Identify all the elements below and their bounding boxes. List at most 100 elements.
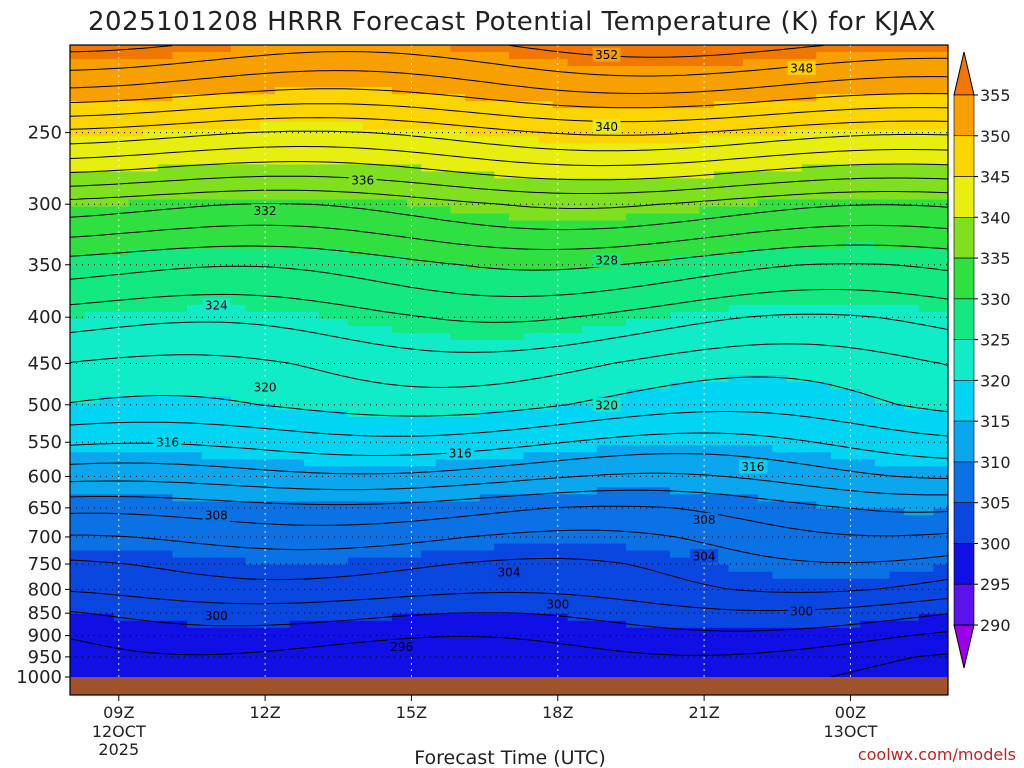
field-cell <box>187 487 203 496</box>
field-cell <box>435 262 452 271</box>
field-cell <box>933 564 948 573</box>
field-cell <box>245 361 261 369</box>
field-cell <box>772 73 788 81</box>
field-cell <box>699 283 715 292</box>
field-cell <box>655 290 671 299</box>
field-cell <box>201 80 217 88</box>
field-cell <box>421 424 437 432</box>
field-cell <box>728 150 744 158</box>
field-cell <box>757 171 773 180</box>
field-cell <box>904 325 920 334</box>
field-cell <box>84 389 100 397</box>
field-cell <box>406 185 422 194</box>
field-cell <box>904 87 920 95</box>
field-cell <box>816 564 832 573</box>
field-cell <box>933 375 948 383</box>
field-cell <box>611 325 627 334</box>
field-cell <box>860 522 876 531</box>
field-cell <box>523 115 539 123</box>
field-cell <box>582 389 598 397</box>
field-cell <box>713 389 730 397</box>
field-cell <box>435 592 452 601</box>
field-cell <box>318 108 334 116</box>
field-cell <box>245 438 261 446</box>
field-cell <box>845 227 861 236</box>
field-cell <box>406 368 422 376</box>
field-cell <box>523 557 539 566</box>
field-cell <box>669 318 686 327</box>
field-cell <box>128 325 144 334</box>
field-cell <box>99 332 115 341</box>
field-cell <box>523 522 539 531</box>
field-cell <box>84 262 100 271</box>
field-cell <box>216 473 232 481</box>
field-cell <box>157 283 174 292</box>
field-cell <box>406 508 422 517</box>
field-cell <box>318 550 334 559</box>
field-cell <box>260 234 276 243</box>
field-cell <box>479 115 495 123</box>
field-cell <box>362 515 378 524</box>
field-cell <box>348 332 364 341</box>
field-cell <box>860 445 876 453</box>
field-cell <box>830 150 847 158</box>
field-cell <box>904 606 920 615</box>
field-cell <box>99 199 115 208</box>
field-cell <box>377 241 393 250</box>
field-cell <box>245 487 261 496</box>
field-cell <box>435 515 452 524</box>
field-cell <box>157 599 174 608</box>
field-cell <box>713 606 730 615</box>
field-cell <box>523 346 539 355</box>
field-cell <box>187 227 203 236</box>
field-cell <box>157 606 174 615</box>
field-cell <box>757 136 773 144</box>
field-cell <box>70 529 86 538</box>
field-cell <box>84 108 100 116</box>
field-cell <box>509 52 525 60</box>
field-cell <box>640 452 656 460</box>
field-cell <box>626 101 642 109</box>
field-cell <box>889 403 905 411</box>
field-cell <box>435 361 452 369</box>
field-cell <box>904 592 920 601</box>
field-cell <box>304 171 320 180</box>
field-cell <box>874 150 891 158</box>
field-cell <box>143 466 159 474</box>
field-cell <box>699 353 715 362</box>
field-cell <box>640 199 656 208</box>
field-cell <box>830 283 847 292</box>
field-cell <box>494 227 510 236</box>
field-cell <box>801 332 817 341</box>
field-cell <box>348 318 364 327</box>
field-cell <box>904 346 920 355</box>
field-cell <box>933 171 948 180</box>
field-cell <box>260 248 276 257</box>
field-cell <box>816 136 832 144</box>
field-cell <box>743 417 759 425</box>
field-cell <box>362 318 378 327</box>
field-cell <box>860 438 876 446</box>
field-cell <box>143 325 159 334</box>
field-cell <box>743 45 759 53</box>
field-cell <box>787 487 803 496</box>
field-cell <box>933 59 948 67</box>
field-cell <box>450 325 466 334</box>
field-cell <box>362 136 378 144</box>
field-cell <box>845 557 861 566</box>
field-cell <box>889 480 905 488</box>
field-cell <box>743 396 759 404</box>
field-cell <box>596 136 613 144</box>
field-cell <box>640 304 656 313</box>
field-cell <box>421 206 437 215</box>
field-cell <box>479 473 495 481</box>
field-cell <box>845 59 861 67</box>
field-cell <box>684 578 700 587</box>
field-cell <box>699 459 715 467</box>
field-cell <box>552 318 569 327</box>
field-cell <box>113 199 130 208</box>
field-cell <box>84 375 100 383</box>
field-cell <box>669 234 686 243</box>
field-cell <box>406 606 422 615</box>
field-cell <box>874 94 891 102</box>
